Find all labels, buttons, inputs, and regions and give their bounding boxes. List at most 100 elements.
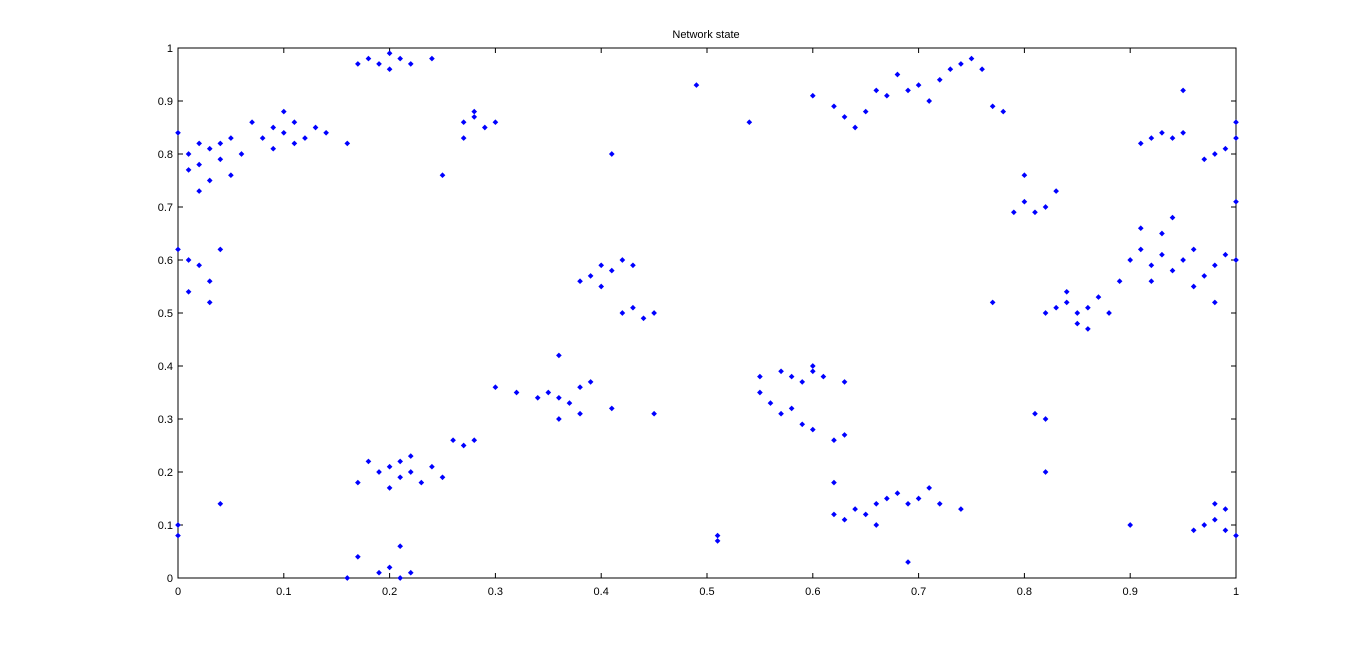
x-tick-label: 0.2 xyxy=(382,586,397,598)
point xyxy=(439,172,446,179)
y-tick-label: 0.4 xyxy=(158,361,173,373)
point xyxy=(714,532,721,539)
point xyxy=(386,564,393,571)
point xyxy=(915,82,922,88)
point xyxy=(619,310,626,316)
point xyxy=(228,172,234,179)
point xyxy=(894,71,901,78)
point xyxy=(788,373,795,380)
point xyxy=(1212,500,1218,507)
point xyxy=(640,315,647,322)
point xyxy=(513,389,520,396)
chart-title: Network state xyxy=(672,29,739,41)
point xyxy=(545,389,552,396)
y-tick-label: 0.5 xyxy=(158,308,173,320)
point xyxy=(1010,209,1017,216)
point xyxy=(862,108,869,115)
point xyxy=(323,129,329,136)
x-tick-label: 0 xyxy=(175,586,181,598)
point xyxy=(460,442,467,449)
point xyxy=(1137,225,1144,232)
point xyxy=(1159,230,1165,237)
point xyxy=(1233,532,1239,539)
point xyxy=(841,516,848,523)
point xyxy=(556,416,562,422)
point xyxy=(460,135,467,141)
point xyxy=(312,124,319,131)
point xyxy=(1180,257,1186,263)
point xyxy=(587,273,594,279)
point xyxy=(598,283,605,290)
point xyxy=(407,569,414,576)
point xyxy=(1190,283,1197,290)
point xyxy=(196,140,202,147)
point xyxy=(1021,172,1028,179)
point xyxy=(386,485,393,491)
point xyxy=(217,140,224,147)
point xyxy=(1074,310,1081,316)
point xyxy=(1127,522,1134,528)
point xyxy=(947,66,954,73)
point xyxy=(1042,310,1049,316)
point xyxy=(757,373,763,380)
point xyxy=(1063,299,1070,306)
point xyxy=(1169,135,1176,141)
point xyxy=(1106,310,1112,316)
x-tick-label: 0.1 xyxy=(276,586,291,598)
y-tick-label: 0.8 xyxy=(158,149,173,161)
point xyxy=(217,500,224,507)
point xyxy=(1148,262,1155,269)
point xyxy=(820,373,827,380)
y-tick-label: 1 xyxy=(167,43,173,55)
point xyxy=(1095,294,1102,300)
point xyxy=(809,426,816,433)
point xyxy=(746,119,753,126)
point xyxy=(418,479,425,486)
point xyxy=(1032,410,1038,417)
point xyxy=(206,299,213,306)
point xyxy=(1159,129,1165,136)
point xyxy=(651,310,657,316)
point xyxy=(397,474,404,481)
point xyxy=(1222,251,1229,258)
point xyxy=(481,124,488,131)
point xyxy=(831,103,837,110)
point xyxy=(175,532,181,539)
point xyxy=(1233,119,1239,126)
point xyxy=(852,124,858,131)
point xyxy=(1042,204,1049,210)
point xyxy=(936,500,943,507)
point xyxy=(1233,198,1239,205)
point xyxy=(577,410,583,417)
point xyxy=(608,405,615,412)
x-tick-label: 1 xyxy=(1233,586,1239,598)
point xyxy=(291,140,298,147)
point xyxy=(1148,278,1155,285)
point xyxy=(936,76,943,83)
point xyxy=(619,257,626,263)
point xyxy=(386,463,393,470)
point xyxy=(1137,140,1144,147)
point xyxy=(873,522,880,528)
y-tick-label: 0.7 xyxy=(158,202,173,214)
point xyxy=(238,151,245,157)
point xyxy=(1233,135,1239,141)
point xyxy=(429,463,435,470)
point xyxy=(1190,527,1197,534)
point xyxy=(1032,209,1038,216)
point xyxy=(831,511,837,518)
point xyxy=(249,119,255,126)
point xyxy=(471,108,478,115)
point xyxy=(217,246,224,253)
point xyxy=(556,394,562,401)
point xyxy=(376,569,382,576)
point xyxy=(630,304,636,311)
point xyxy=(217,156,224,163)
point xyxy=(788,405,795,412)
point xyxy=(1201,522,1208,528)
point xyxy=(608,151,615,157)
y-tick-label: 0.6 xyxy=(158,255,173,267)
point xyxy=(397,458,404,465)
point xyxy=(799,379,806,385)
